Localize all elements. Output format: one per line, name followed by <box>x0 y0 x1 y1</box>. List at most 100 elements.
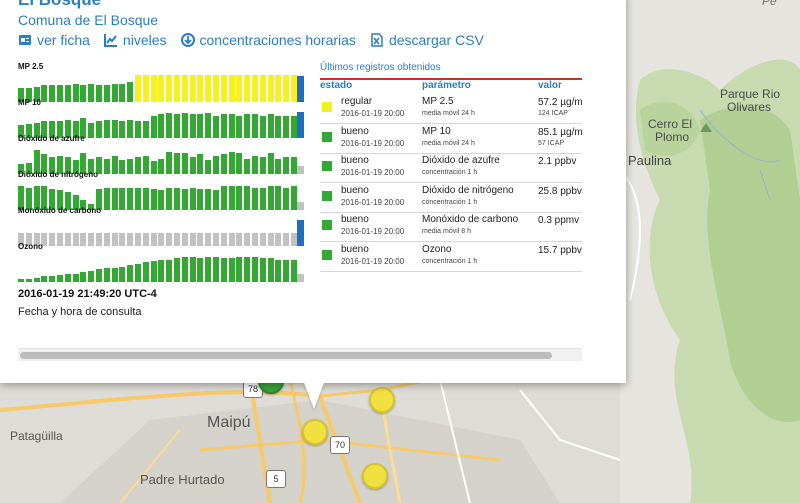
history-bar <box>49 85 56 102</box>
records-divider <box>320 78 582 80</box>
history-bar <box>57 275 63 282</box>
history-bar <box>25 233 32 246</box>
descargar-csv-link[interactable]: descargar CSV <box>370 32 484 48</box>
station-marker[interactable] <box>302 419 328 445</box>
history-bar <box>72 121 79 138</box>
concentraciones-link[interactable]: concentraciones horarias <box>180 32 356 48</box>
history-bar <box>103 119 110 138</box>
history-bar <box>228 258 235 282</box>
status-square <box>322 220 332 230</box>
history-bar <box>283 157 290 174</box>
history-bar <box>166 75 173 102</box>
history-bar <box>18 186 24 210</box>
history-bar <box>174 114 180 138</box>
record-aggregation: concentración 1 h <box>422 257 478 265</box>
current-bar <box>297 166 304 174</box>
history-bar <box>181 189 188 210</box>
history-bar <box>119 83 126 102</box>
history-bar <box>189 157 196 174</box>
param-label: Monóxido de carbono <box>18 206 102 215</box>
history-bar <box>142 155 149 174</box>
history-bar <box>111 83 118 102</box>
history-bar <box>72 83 79 102</box>
map-label-corner: Pe <box>762 0 777 8</box>
param-row: Dióxido de nitrógeno <box>18 170 304 210</box>
history-bar <box>174 258 180 282</box>
station-marker[interactable] <box>362 463 388 489</box>
ver-ficha-link[interactable]: ver ficha <box>18 32 90 48</box>
scrollbar-thumb[interactable] <box>20 352 552 359</box>
history-bar <box>189 256 196 282</box>
history-bar <box>213 155 219 174</box>
history-bar <box>283 233 290 246</box>
history-bar <box>228 75 235 102</box>
history-bar <box>220 154 227 174</box>
history-bar <box>252 75 258 102</box>
history-bar <box>150 261 157 282</box>
history-bar <box>244 75 251 102</box>
history-bar <box>181 256 188 282</box>
map-label-paulina: Paulina <box>628 153 672 168</box>
history-bar <box>181 153 188 174</box>
history-bar <box>33 277 40 282</box>
history-bar <box>41 154 48 174</box>
history-bar <box>119 266 126 282</box>
map-label-pataguilla: Patagüilla <box>10 429 63 443</box>
horizontal-scrollbar[interactable] <box>18 348 582 361</box>
history-bar <box>57 155 63 174</box>
niveles-link[interactable]: niveles <box>103 32 167 48</box>
history-bar <box>158 114 165 138</box>
history-bar <box>158 233 165 246</box>
record-value: 2.1 ppbv <box>538 156 577 167</box>
history-bar <box>142 75 149 102</box>
history-bar <box>267 114 274 138</box>
record-value: 25.8 ppbv <box>538 185 582 197</box>
history-bar <box>158 158 165 174</box>
record-value: 85.1 µg/m³ <box>538 126 582 138</box>
param-label: MP 2.5 <box>18 62 44 71</box>
history-bar <box>80 85 87 102</box>
history-bar <box>96 121 102 138</box>
param-bars <box>18 252 304 282</box>
param-row: MP 10 <box>18 98 304 138</box>
record-status: bueno <box>341 214 369 225</box>
history-bar <box>197 233 204 246</box>
history-bar <box>18 233 24 246</box>
history-bar <box>228 233 235 246</box>
history-bar <box>18 88 24 102</box>
history-bar <box>259 258 266 282</box>
param-bars <box>18 108 304 138</box>
history-bar <box>41 276 48 282</box>
history-bar <box>189 233 196 246</box>
history-bar <box>96 189 102 210</box>
status-square <box>322 102 332 112</box>
history-bar <box>275 75 282 102</box>
record-parameter: Dióxido de azufre <box>422 155 500 166</box>
history-bar <box>158 190 165 210</box>
map-label-cerro-el: Cerro El <box>648 117 693 131</box>
history-bar <box>283 115 290 138</box>
history-bar <box>181 233 188 246</box>
col-valor: valor <box>538 80 562 91</box>
history-bar <box>283 75 290 102</box>
station-marker[interactable] <box>369 387 395 413</box>
history-bar <box>174 187 180 210</box>
param-row: Monóxido de carbono <box>18 206 304 246</box>
history-bar <box>25 88 32 102</box>
param-bars <box>18 144 304 174</box>
record-aggregation: concentración 1 h <box>422 169 478 176</box>
history-bar <box>64 273 71 282</box>
history-bar <box>252 233 258 246</box>
record-date: 2016-01-19 20:00 <box>341 138 405 148</box>
record-status: regular <box>341 96 373 107</box>
history-bar <box>127 265 134 282</box>
map-label-padre-hurtado: Padre Hurtado <box>140 472 225 487</box>
record-parameter: Ozono <box>422 243 452 255</box>
history-bar <box>291 233 297 246</box>
history-bar <box>275 186 282 210</box>
history-bar <box>111 233 118 246</box>
history-bar <box>49 120 56 138</box>
history-bar <box>135 263 141 282</box>
history-bar <box>181 112 188 138</box>
